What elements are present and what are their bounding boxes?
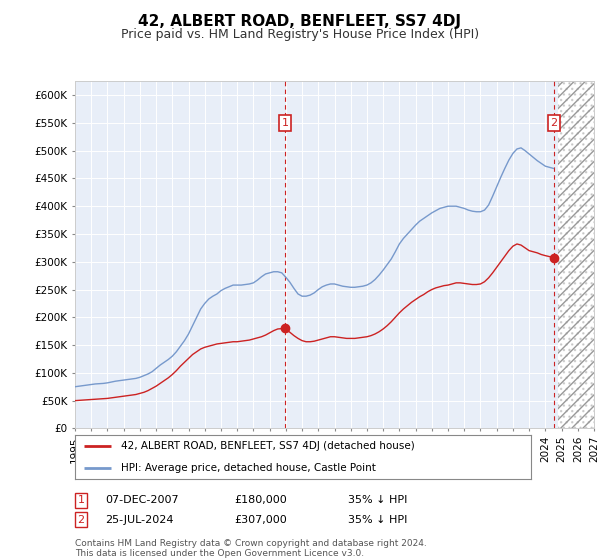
Text: 35% ↓ HPI: 35% ↓ HPI [348,495,407,505]
Text: 1: 1 [281,118,289,128]
Bar [557,81,594,428]
Text: 1: 1 [77,495,85,505]
Bar [557,81,594,428]
Text: Price paid vs. HM Land Registry's House Price Index (HPI): Price paid vs. HM Land Registry's House … [121,28,479,41]
Text: 2: 2 [77,515,85,525]
Text: 25-JUL-2024: 25-JUL-2024 [105,515,173,525]
Text: 2: 2 [551,118,557,128]
Text: 35% ↓ HPI: 35% ↓ HPI [348,515,407,525]
Text: £307,000: £307,000 [234,515,287,525]
Text: 42, ALBERT ROAD, BENFLEET, SS7 4DJ: 42, ALBERT ROAD, BENFLEET, SS7 4DJ [139,14,461,29]
Text: £180,000: £180,000 [234,495,287,505]
Text: HPI: Average price, detached house, Castle Point: HPI: Average price, detached house, Cast… [121,463,376,473]
Text: 42, ALBERT ROAD, BENFLEET, SS7 4DJ (detached house): 42, ALBERT ROAD, BENFLEET, SS7 4DJ (deta… [121,441,415,451]
Bar [557,81,594,428]
Text: 07-DEC-2007: 07-DEC-2007 [105,495,179,505]
Text: Contains HM Land Registry data © Crown copyright and database right 2024.
This d: Contains HM Land Registry data © Crown c… [75,539,427,558]
